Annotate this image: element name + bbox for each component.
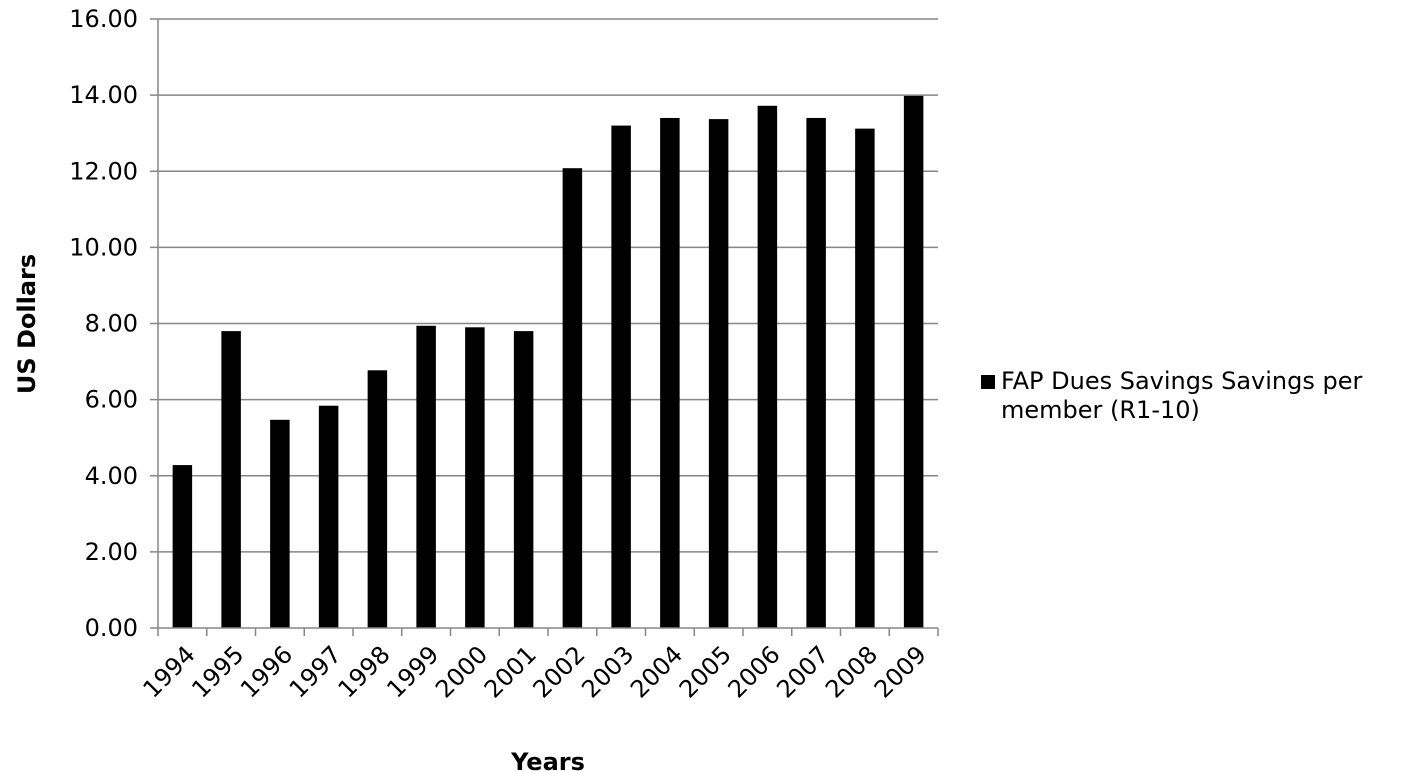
y-axis-title: US Dollars [13,254,41,394]
bar-1995 [221,331,241,628]
y-tick-label: 10.00 [69,233,138,261]
bar-1996 [270,419,290,628]
legend-label-line-2: member (R1-10) [1001,396,1200,424]
bar-1994 [172,465,193,628]
bar-2009 [903,95,924,629]
y-tick-label: 12.00 [69,157,138,185]
y-tick-label: 4.00 [85,462,138,490]
y-tick-label: 0.00 [85,614,138,642]
x-tick-label: 2007 [771,640,834,703]
y-axis-ticks: 0.00 2.00 4.00 6.00 8.00 10.00 12.00 14.00 16.00 [69,5,158,642]
x-tick-label: 1998 [333,640,396,703]
legend-swatch [981,375,995,389]
x-tick-label: 2003 [576,640,639,703]
bar-2006 [757,105,778,629]
bars [172,95,924,629]
x-tick-label: 1994 [138,640,201,703]
x-tick-label: 2001 [479,640,542,703]
x-tick-label: 2002 [528,640,591,703]
bar-2002 [562,168,583,628]
y-tick-label: 16.00 [69,5,138,33]
bar-1998 [367,370,388,628]
bar-2008 [855,128,875,628]
x-axis-ticks: 1994199519961997199819992000200120022003… [138,628,939,703]
x-tick-label: 2005 [674,640,737,703]
bar-1997 [318,405,339,628]
bar-1999 [416,325,436,628]
x-axis-title: Years [510,748,585,772]
y-tick-label: 6.00 [85,386,138,414]
x-tick-label: 1995 [186,640,249,703]
x-tick-label: 1996 [235,640,298,703]
x-tick-label: 1999 [381,640,444,703]
x-tick-label: 2004 [625,640,688,703]
x-tick-label: 2000 [430,640,493,703]
y-tick-label: 8.00 [85,310,138,338]
bar-2001 [513,331,534,628]
bar-2003 [611,125,631,628]
y-tick-label: 2.00 [85,538,138,566]
x-tick-label: 2008 [820,640,883,703]
x-tick-label: 2006 [723,640,786,703]
bar-2007 [806,117,826,629]
x-tick-label: 2009 [869,640,932,703]
legend-label-line-1: FAP Dues Savings Savings per [1001,367,1362,395]
legend: FAP Dues Savings Savings per member (R1-… [981,367,1362,424]
x-tick-label: 1997 [284,640,347,703]
bar-2000 [465,327,485,628]
y-tick-label: 14.00 [69,81,138,109]
bar-2005 [708,119,729,629]
bar-2004 [660,117,680,629]
